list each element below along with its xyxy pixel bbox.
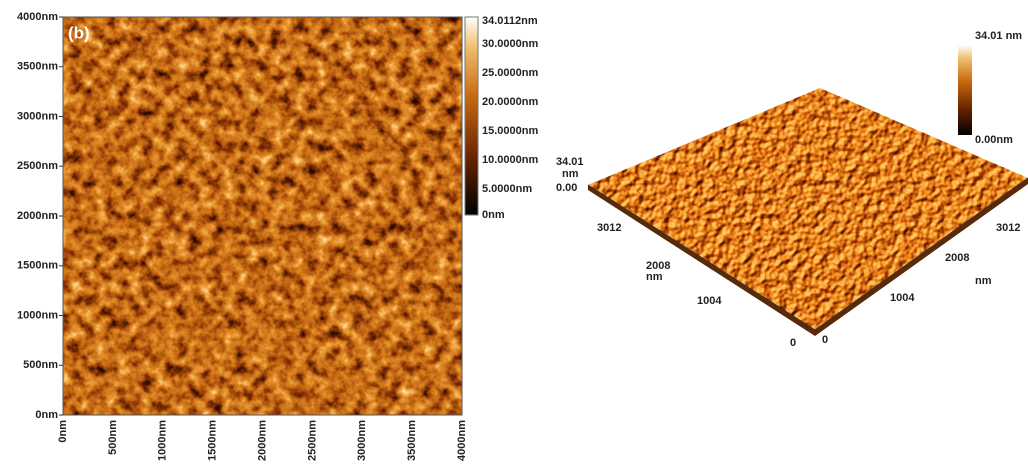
- colorbar-label: 25.0000nm: [482, 67, 538, 79]
- colorbar-max: 34.01 nm: [975, 30, 1022, 42]
- y-tick-label: 500nm: [23, 359, 58, 371]
- z-unit: nm: [562, 168, 579, 180]
- y-tick-label: 2000nm: [17, 210, 58, 222]
- right-axis-label: 2008: [945, 252, 969, 264]
- left-axis-label: 3012: [597, 222, 621, 234]
- colorbar: [465, 17, 478, 215]
- colorbar-label: 15.0000nm: [482, 125, 538, 137]
- x-tick-label: 3500nm: [406, 420, 418, 461]
- colorbar-label: 34.0112nm: [482, 15, 538, 27]
- y-tick-label: 3500nm: [17, 61, 58, 73]
- z-max: 34.01: [556, 156, 584, 168]
- colorbar-label: 30.0000nm: [482, 38, 538, 50]
- colorbar-min: 0.00nm: [975, 134, 1013, 146]
- y-tick-label: 1000nm: [17, 309, 58, 321]
- y-tick-label: 3000nm: [17, 110, 58, 122]
- z-min: 0.00: [556, 182, 577, 194]
- x-tick-label: 2500nm: [306, 420, 318, 461]
- x-tick-label: 3000nm: [356, 420, 368, 461]
- x-tick-label: 0nm: [57, 420, 69, 443]
- colorbar-label: 20.0000nm: [482, 96, 538, 108]
- right-axis-label: 0: [822, 334, 828, 346]
- left-axis-label: nm: [646, 271, 663, 283]
- y-tick-label: 1500nm: [17, 260, 58, 272]
- panel-label: (b): [68, 23, 90, 42]
- y-tick-label: 0nm: [35, 409, 58, 421]
- right-axis-label: nm: [975, 275, 992, 287]
- colorbar-label: 0nm: [482, 209, 505, 221]
- figure: (b) 34.01 nm 0.00nm 34.01 nm 0.00 4000nm…: [0, 0, 1028, 465]
- colorbar-label: 5.0000nm: [482, 183, 532, 195]
- colorbar: [958, 45, 972, 135]
- x-tick-label: 1500nm: [207, 420, 219, 461]
- right-axis-label: 1004: [890, 292, 915, 304]
- right-axis-label: 3012: [996, 222, 1020, 234]
- left-axis-label: 0: [790, 337, 796, 349]
- x-tick-label: 1000nm: [157, 420, 169, 461]
- y-tick-label: 2500nm: [17, 160, 58, 172]
- x-tick-label: 500nm: [107, 420, 119, 455]
- afm-image: [63, 17, 462, 415]
- y-tick-label: 4000nm: [17, 11, 58, 23]
- x-tick-label: 4000nm: [456, 420, 468, 461]
- x-tick-label: 2000nm: [256, 420, 268, 461]
- left-axis-label: 1004: [697, 295, 722, 307]
- colorbar-label: 10.0000nm: [482, 154, 538, 166]
